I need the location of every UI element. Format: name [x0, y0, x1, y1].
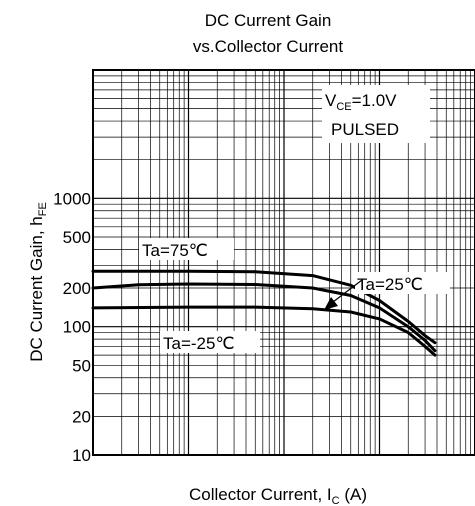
label-bg-25 — [355, 272, 450, 294]
series-label-ta75: Ta=75℃ — [142, 241, 208, 260]
y-tick-label: 200 — [63, 279, 91, 298]
chart-subtitle: vs.Collector Current — [193, 37, 343, 56]
label-bg-m25 — [160, 331, 260, 353]
condition-pulsed: PULSED — [331, 120, 399, 139]
series-line-1 — [91, 269, 437, 345]
grid-lines — [93, 70, 475, 455]
series-label-ta25: Ta=25℃ — [357, 275, 423, 294]
y-tick-label: 100 — [63, 318, 91, 337]
y-axis-label: DC Current Gain, hFE — [27, 202, 49, 362]
label-bg-75 — [139, 238, 234, 260]
chart-title: DC Current Gain — [205, 11, 332, 30]
y-tick-labels: 1000 500 200 100 50 20 10 — [53, 189, 91, 465]
condition-box-bg — [322, 85, 430, 143]
plot-frame — [92, 69, 475, 456]
y-tick-label: 10 — [72, 446, 91, 465]
y-tick-label: 20 — [72, 407, 91, 426]
x-axis-label: Collector Current, IC (A) — [189, 485, 367, 506]
y-tick-label: 50 — [72, 356, 91, 375]
y-tick-label: 1000 — [53, 189, 91, 208]
ta25-arrow-line — [332, 279, 363, 303]
series-label-ta-25: Ta=-25℃ — [163, 334, 235, 353]
y-tick-label: 500 — [63, 228, 91, 247]
condition-vce: VCE=1.0V — [325, 91, 397, 113]
series-line-2 — [91, 282, 437, 353]
ta25-arrow-head — [324, 297, 338, 310]
series-line-3 — [91, 305, 437, 357]
series-lines — [91, 269, 437, 357]
